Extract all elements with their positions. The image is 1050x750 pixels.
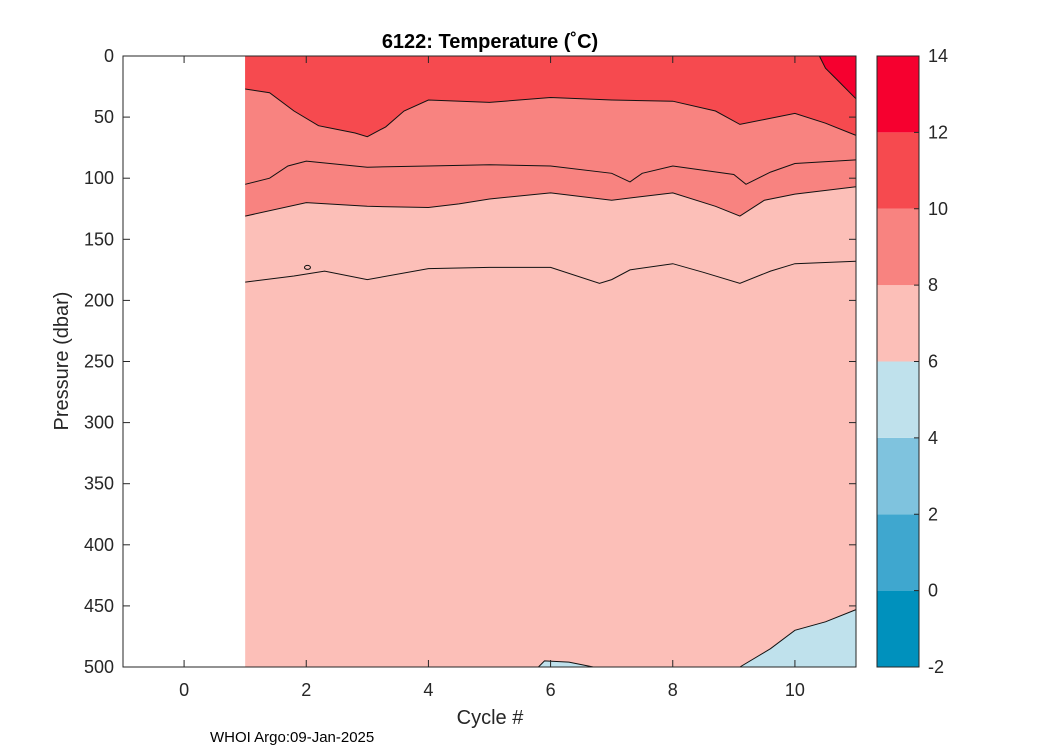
y-tick-label: 250 — [84, 352, 114, 372]
plot-area: 0 2 4 6 8 10 0 50 100 150 200 250 300 350 400 450 500 — [84, 46, 857, 700]
y-tick-label: 400 — [84, 535, 114, 555]
x-axis: 0 2 4 6 8 10 — [179, 56, 805, 700]
y-tick-label: 0 — [104, 46, 114, 66]
contour-line-4 — [739, 609, 857, 668]
y-tick-label: 150 — [84, 229, 114, 249]
y-tick-label: 350 — [84, 474, 114, 494]
y-tick-label: 200 — [84, 290, 114, 310]
colorbar-segment — [877, 285, 919, 362]
x-tick-label: 8 — [668, 680, 678, 700]
contour-line-8 — [245, 159, 857, 185]
chart-title: 6122: Temperature (˚C) — [382, 30, 598, 53]
x-tick-label: 2 — [301, 680, 311, 700]
colorbar-segment — [877, 132, 919, 209]
contour-line-4 — [538, 660, 594, 668]
colorbar-tick-label: 0 — [928, 581, 938, 601]
colorbar-segment — [877, 208, 919, 286]
colorbar-segment — [877, 590, 919, 667]
colorbar-segment — [877, 514, 919, 591]
y-tick-label: 300 — [84, 413, 114, 433]
band-12-14 — [819, 56, 856, 99]
contour-line-6 — [303, 264, 311, 270]
x-tick-label: 4 — [423, 680, 433, 700]
band-4-6 — [739, 609, 856, 667]
y-tick-label: 100 — [84, 168, 114, 188]
contour-lines — [245, 55, 857, 668]
colorbar: -2 0 2 4 6 8 10 12 14 — [876, 46, 948, 677]
contour-line-10 — [245, 88, 857, 138]
y-axis: 0 50 100 150 200 250 300 350 400 450 500 — [84, 46, 856, 677]
colorbar-tick-label: 6 — [928, 352, 938, 372]
y-axis-label: Pressure (dbar) — [51, 292, 73, 431]
colorbar-tick-label: 4 — [928, 428, 938, 448]
colorbar-segment — [877, 437, 919, 515]
band-4-6 — [538, 660, 594, 667]
x-tick-label: 6 — [546, 680, 556, 700]
colorbar-segment — [877, 56, 919, 133]
colorbar-tick-label: 8 — [928, 275, 938, 295]
footer-credit: WHOI Argo:09-Jan-2025 — [210, 729, 374, 746]
colorbar-tick-label: 10 — [928, 199, 948, 219]
band-10-12 — [245, 56, 856, 137]
x-axis-label: Cycle # — [457, 707, 525, 729]
y-tick-label: 450 — [84, 596, 114, 616]
contour-line-6 — [245, 260, 857, 284]
colorbar-tick-label: 14 — [928, 46, 948, 66]
y-tick-label: 50 — [94, 107, 114, 127]
contour-bands — [245, 56, 856, 667]
x-tick-label: 10 — [785, 680, 805, 700]
contour-line-6 — [245, 186, 857, 217]
y-tick-label: 500 — [84, 657, 114, 677]
colorbar-segment — [877, 361, 919, 438]
colorbar-tick-label: 2 — [928, 504, 938, 524]
colorbar-tick-label: -2 — [928, 657, 944, 677]
contour-line-12 — [818, 55, 857, 100]
colorbar-tick-label: 12 — [928, 122, 948, 142]
x-tick-label: 0 — [179, 680, 189, 700]
